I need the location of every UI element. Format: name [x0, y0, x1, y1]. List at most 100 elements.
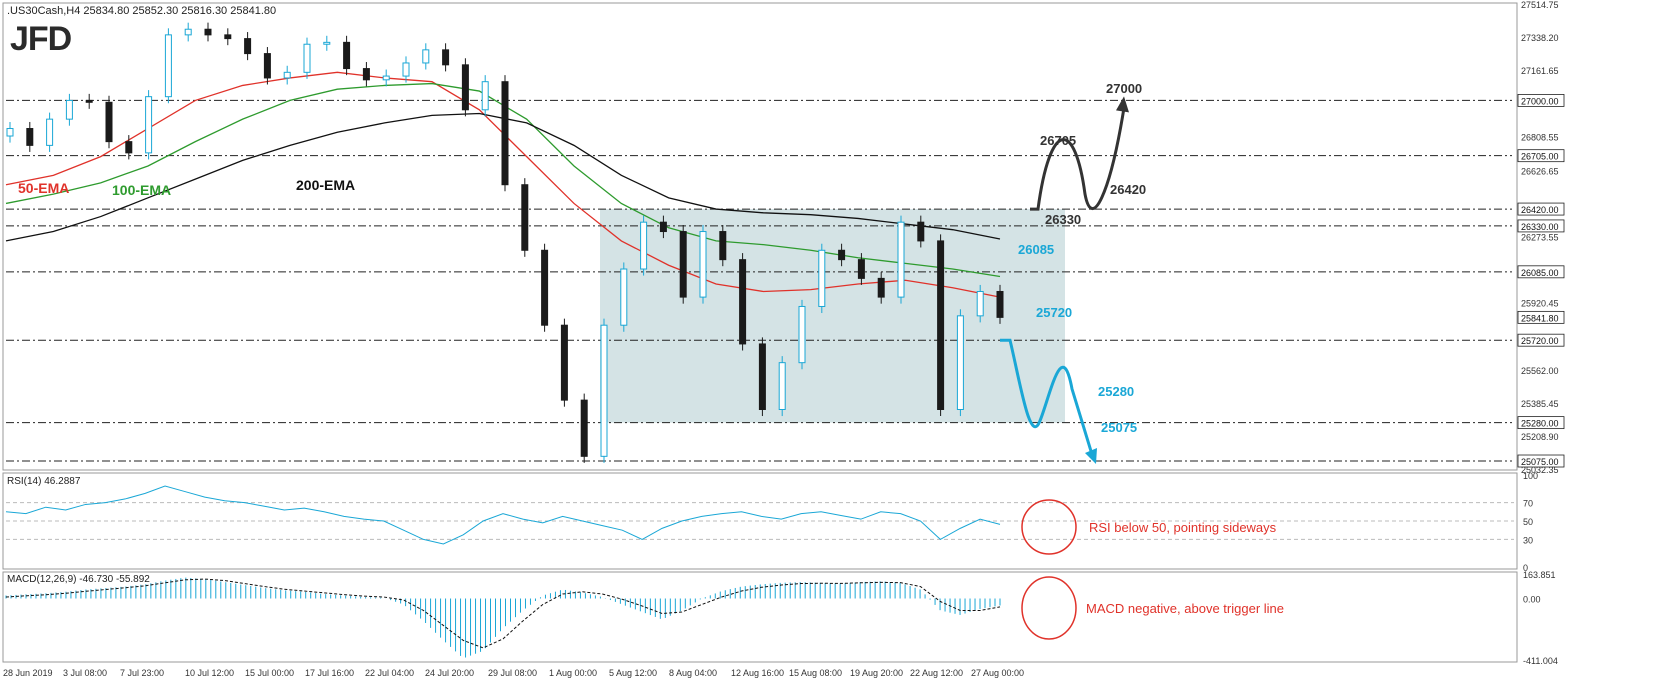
candle-body	[541, 249, 549, 326]
candle-body	[600, 324, 608, 457]
level-tag-label: 25280.00	[1521, 419, 1559, 429]
candle-body	[758, 343, 766, 410]
candle-body	[877, 277, 885, 298]
level-annotation: 26420	[1110, 182, 1146, 197]
level-tag-label: 26705.00	[1521, 152, 1559, 162]
candle-body	[501, 81, 509, 186]
y-tick-label: 25385.45	[1521, 399, 1559, 409]
candle-body	[937, 240, 945, 410]
x-tick-label: 3 Jul 08:00	[63, 668, 107, 678]
level-tag-label: 25720.00	[1521, 336, 1559, 346]
level-tag	[1517, 94, 1565, 107]
level-annotation: 26085	[1018, 242, 1054, 257]
candle-body	[145, 96, 153, 154]
level-tag	[1517, 333, 1565, 347]
y-tick-label: 27338.20	[1521, 33, 1559, 43]
macd-tick-label: -411.004	[1523, 656, 1558, 666]
candle-body	[739, 259, 747, 345]
x-tick-label: 24 Jul 20:00	[425, 668, 474, 678]
level-tag-label: 27000.00	[1521, 96, 1559, 106]
candle-body	[640, 221, 648, 270]
candle-body	[521, 184, 529, 251]
level-annotation: 26330	[1045, 212, 1081, 227]
chart-header: .US30Cash,H4 25834.80 25852.30 25816.30 …	[7, 5, 276, 17]
candle-body	[798, 305, 806, 364]
current-price-tag	[1517, 310, 1565, 324]
candle-body	[976, 290, 984, 317]
y-tick-label: 25562.00	[1521, 366, 1559, 376]
candle-body	[818, 249, 826, 307]
candle-body	[481, 81, 489, 111]
candle-body	[184, 28, 192, 36]
rsi-line	[5, 485, 1001, 545]
y-tick-label: 26808.55	[1521, 132, 1559, 142]
x-tick-label: 17 Jul 16:00	[305, 668, 354, 678]
rsi-tick-label: 50	[1523, 517, 1533, 527]
macd-tick-label: 0.00	[1523, 595, 1541, 605]
x-tick-label: 15 Aug 08:00	[789, 668, 842, 678]
level-tag-label: 26420.00	[1521, 205, 1559, 215]
level-annotation: 25075	[1101, 420, 1137, 435]
x-tick-label: 28 Jun 2019	[3, 668, 53, 678]
y-tick-label: 25920.45	[1521, 299, 1559, 309]
projection-arrowhead	[1116, 96, 1129, 113]
candle-body	[679, 231, 687, 298]
candle-body	[125, 141, 133, 154]
macd-title: MACD(12,26,9) -46.730 -55.892	[7, 574, 150, 585]
x-tick-label: 10 Jul 12:00	[185, 668, 234, 678]
x-tick-label: 5 Aug 12:00	[609, 668, 657, 678]
candle-body	[620, 268, 628, 326]
rsi-tick-label: 100	[1523, 471, 1538, 481]
candle-body	[85, 99, 93, 103]
y-tick-label: 26273.55	[1521, 233, 1559, 243]
rsi-title: RSI(14) 46.2887	[7, 476, 81, 487]
candle-body	[580, 399, 588, 457]
level-annotation: 26705	[1040, 133, 1076, 148]
candle-body	[244, 38, 252, 55]
candle-body	[362, 68, 370, 81]
candle-body	[699, 231, 707, 298]
x-tick-label: 1 Aug 00:00	[549, 668, 597, 678]
level-tag	[1517, 149, 1565, 163]
y-tick-label: 27514.75	[1521, 0, 1559, 10]
macd-panel: 163.851 0.00 -411.004 MACD(12,26,9) -46.73…	[2, 570, 1558, 666]
level-tag	[1517, 202, 1565, 216]
candle-body	[283, 71, 291, 79]
candle-body	[65, 99, 73, 120]
y-tick-label: 25032.35	[1521, 465, 1559, 475]
x-tick-label: 19 Aug 20:00	[850, 668, 903, 678]
candle-body	[442, 49, 450, 66]
candle-body	[659, 221, 667, 233]
candle-body	[263, 53, 271, 79]
candle-body	[46, 118, 54, 146]
level-tag	[1517, 219, 1565, 233]
x-tick-label: 8 Aug 04:00	[669, 668, 717, 678]
rsi-highlight-circle	[1021, 499, 1077, 555]
level-annotation: 27000	[1106, 81, 1142, 96]
main-panel: 27000 26705 26420 26330 26085 25720 25280 25075…	[2, 0, 1565, 475]
projection-arrowhead	[1085, 448, 1097, 465]
rsi-tick-label: 0	[1523, 563, 1528, 573]
level-tag-label: 25075.00	[1521, 457, 1559, 467]
level-annotation: 25280	[1098, 384, 1134, 399]
rsi-tick-label: 30	[1523, 535, 1533, 545]
x-tick-label: 7 Jul 23:00	[120, 668, 164, 678]
macd-tick-label: 163.851	[1523, 570, 1556, 580]
candle-body	[857, 259, 865, 279]
y-tick-label: 25208.90	[1521, 432, 1559, 442]
level-tag	[1517, 416, 1565, 430]
y-tick-label: 26626.65	[1521, 166, 1559, 176]
rsi-tick-label: 70	[1523, 499, 1533, 509]
x-tick-label: 29 Jul 08:00	[488, 668, 537, 678]
candle-body	[6, 128, 14, 137]
candle-body	[996, 290, 1004, 318]
macd-signal-line	[5, 578, 1001, 649]
candle-body	[402, 62, 410, 77]
level-annotation: 25720	[1036, 305, 1072, 320]
candle-body	[164, 34, 172, 98]
y-tick-label: 27161.65	[1521, 66, 1559, 76]
projection-path	[1000, 338, 1094, 455]
rsi-panel: 100 70 50 30 0 RSI(14) 46.2887 RSI below 50,…	[2, 471, 1538, 573]
candle-body	[719, 231, 727, 261]
